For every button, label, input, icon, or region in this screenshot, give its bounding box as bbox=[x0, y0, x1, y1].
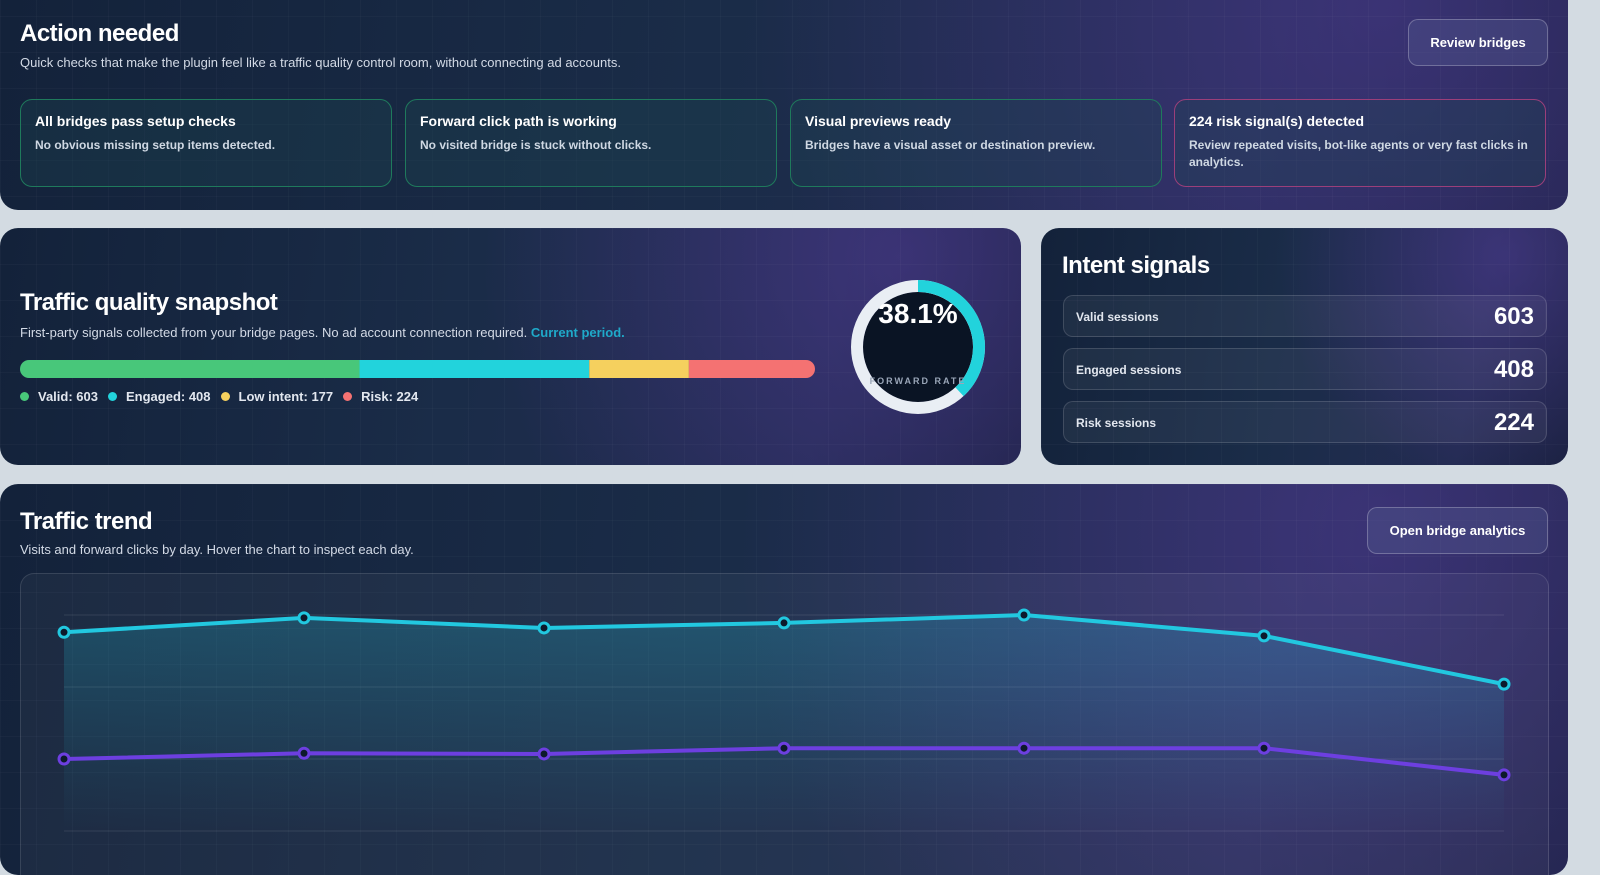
data-point bbox=[297, 746, 311, 760]
check-title: 224 risk signal(s) detected bbox=[1189, 113, 1365, 129]
data-point bbox=[1497, 768, 1511, 782]
data-point bbox=[1497, 677, 1511, 691]
check-text: No visited bridge is stuck without click… bbox=[420, 138, 652, 152]
check-card: 224 risk signal(s) detected Review repeat… bbox=[1174, 99, 1546, 187]
data-point bbox=[57, 625, 71, 639]
check-title: Visual previews ready bbox=[805, 113, 952, 129]
data-point bbox=[1017, 608, 1031, 622]
check-card: Forward click path is working No visited … bbox=[405, 99, 777, 187]
snapshot-card: Traffic quality snapshot First-party sig… bbox=[0, 228, 1021, 465]
legend-label: Low intent: 177 bbox=[238, 389, 334, 404]
intent-value: 224 bbox=[1493, 409, 1534, 436]
legend-item: Valid: 603 bbox=[20, 389, 98, 404]
legend-item: Low intent: 177 bbox=[220, 389, 334, 404]
check-text: No obvious missing setup items detected. bbox=[35, 138, 276, 152]
analytics-button[interactable]: Open bridge analytics bbox=[1367, 507, 1548, 554]
area-fill bbox=[64, 615, 1504, 831]
trend-chart[interactable] bbox=[20, 573, 1548, 873]
legend-label: Engaged: 408 bbox=[125, 389, 211, 404]
intent-card: Intent signals Valid sessions 603 Engaged … bbox=[1041, 228, 1568, 465]
check-title: All bridges pass setup checks bbox=[35, 113, 236, 129]
legend-dot bbox=[20, 392, 29, 401]
data-point bbox=[777, 741, 791, 755]
donut-arc bbox=[917, 280, 985, 397]
intent-label: Risk sessions bbox=[1076, 416, 1157, 430]
trend-subtitle: Visits and forward clicks by day. Hover … bbox=[20, 542, 414, 557]
intent-title: Intent signals bbox=[1062, 252, 1210, 279]
data-point bbox=[1017, 741, 1031, 755]
action-card: Action needed Quick checks that make the… bbox=[0, 0, 1568, 210]
intent-row: Valid sessions 603 bbox=[1063, 295, 1547, 337]
bar-segment bbox=[589, 360, 689, 378]
data-point bbox=[537, 621, 551, 635]
donut-value: 38.1% bbox=[878, 298, 957, 329]
donut-caption: FORWARD RATE bbox=[870, 376, 967, 386]
quality-legend: Valid: 603 Engaged: 408 Low intent: 177 Ris… bbox=[20, 389, 428, 404]
data-point bbox=[1257, 741, 1271, 755]
bar-segment bbox=[688, 360, 815, 378]
trend-card: Traffic trend Visits and forward clicks … bbox=[0, 484, 1568, 875]
legend-dot bbox=[107, 392, 117, 401]
bar-segment bbox=[359, 360, 590, 378]
intent-label: Engaged sessions bbox=[1076, 363, 1182, 377]
bar-segment bbox=[20, 360, 360, 378]
check-title: Forward click path is working bbox=[420, 113, 617, 129]
intent-row: Engaged sessions 408 bbox=[1063, 348, 1547, 390]
data-point bbox=[57, 752, 71, 766]
donut-center bbox=[863, 292, 973, 402]
action-title: Action needed bbox=[20, 20, 179, 47]
legend-item: Engaged: 408 bbox=[107, 389, 211, 404]
intent-value: 408 bbox=[1493, 356, 1534, 383]
intent-row: Risk sessions 224 bbox=[1063, 401, 1547, 443]
check-card: Visual previews ready Bridges have a visu… bbox=[790, 99, 1162, 187]
check-card: All bridges pass setup checks No obvious … bbox=[20, 99, 392, 187]
trend-title: Traffic trend bbox=[20, 508, 153, 535]
legend-item: Risk: 224 bbox=[343, 389, 418, 404]
subtitle-text: First-party signals collected from your … bbox=[20, 325, 528, 340]
check-text: Review repeated visits, bot-like agents … bbox=[1189, 138, 1528, 169]
legend-dot bbox=[343, 392, 353, 401]
forward-rate-donut: 38.1% FORWARD RATE bbox=[851, 280, 985, 414]
legend-dot bbox=[220, 392, 230, 401]
action-subtitle: Quick checks that make the plugin feel l… bbox=[20, 55, 621, 70]
bar-segments bbox=[20, 360, 815, 378]
check-text: Bridges have a visual asset or destinati… bbox=[805, 138, 1096, 152]
data-point bbox=[297, 611, 311, 625]
legend-label: Valid: 603 bbox=[38, 389, 98, 404]
intent-label: Valid sessions bbox=[1076, 310, 1159, 324]
snapshot-subtitle: First-party signals collected from your … bbox=[20, 325, 625, 340]
review-button[interactable]: Review bridges bbox=[1408, 19, 1548, 66]
snapshot-title: Traffic quality snapshot bbox=[20, 289, 278, 316]
data-point bbox=[1257, 629, 1271, 643]
period-link[interactable]: Current period. bbox=[530, 325, 625, 340]
quality-bar bbox=[20, 360, 815, 378]
data-point bbox=[777, 616, 791, 630]
intent-value: 603 bbox=[1493, 303, 1534, 330]
legend-label: Risk: 224 bbox=[361, 389, 419, 404]
data-point bbox=[537, 747, 551, 761]
